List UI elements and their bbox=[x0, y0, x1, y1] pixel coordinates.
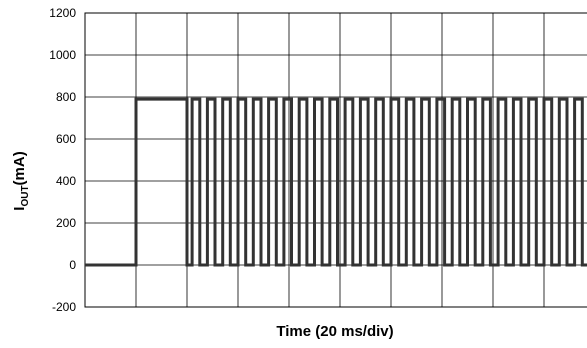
y-tick-label: -200 bbox=[52, 300, 76, 314]
series-line bbox=[85, 97, 587, 267]
x-axis-label: Time (20 ms/div) bbox=[276, 323, 393, 340]
y-axis-label: IOUT(mA) bbox=[11, 151, 31, 210]
y-tick-label: 400 bbox=[56, 174, 76, 188]
y-tick-labels: -200 0 200 400 600 800 1000 1200 bbox=[49, 6, 76, 314]
y-tick-label: 200 bbox=[56, 216, 76, 230]
y-tick-label: 600 bbox=[56, 132, 76, 146]
y-tick-label: 0 bbox=[69, 258, 76, 272]
y-tick-label: 1200 bbox=[49, 6, 76, 20]
y-tick-label: 1000 bbox=[49, 48, 76, 62]
plot-frame bbox=[84, 12, 587, 308]
y-tick-label: 800 bbox=[56, 90, 76, 104]
